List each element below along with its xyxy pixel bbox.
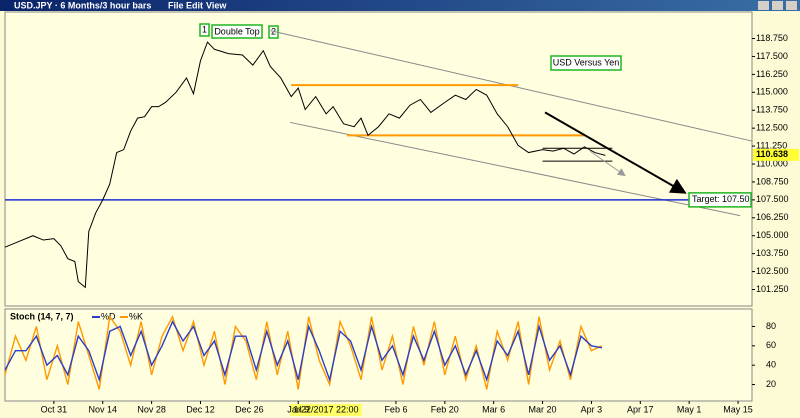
annotation-box bbox=[199, 23, 210, 37]
cursor-box bbox=[290, 404, 362, 416]
x-tick-label: Apr 3 bbox=[581, 404, 603, 414]
stoch-line bbox=[4, 320, 603, 383]
legend-label: %K bbox=[129, 311, 143, 321]
price-line bbox=[4, 41, 606, 289]
stoch-legend: Stoch (14, 7, 7) bbox=[10, 311, 74, 321]
x-tick-label: Nov 28 bbox=[137, 404, 166, 414]
menu-item[interactable]: Edit bbox=[186, 0, 203, 10]
menu-item[interactable]: View bbox=[206, 0, 227, 10]
arrow bbox=[544, 111, 687, 194]
legend-label: %D bbox=[101, 311, 116, 321]
y-tick-label: 40 bbox=[766, 360, 776, 370]
y-tick-label: 103.750 bbox=[756, 248, 789, 258]
annotation: USD Versus Yen bbox=[553, 57, 620, 67]
y-tick-label: 20 bbox=[766, 379, 776, 389]
x-tick-label: May 1 bbox=[677, 404, 702, 414]
x-tick-label: Dec 12 bbox=[186, 404, 215, 414]
annotation: Double Top bbox=[214, 26, 259, 36]
close-button[interactable] bbox=[786, 1, 797, 10]
last-price-label: 110.638 bbox=[756, 149, 788, 159]
y-tick-label: 110.000 bbox=[756, 158, 788, 168]
annotation-box bbox=[550, 55, 622, 71]
y-tick-label: 102.500 bbox=[756, 266, 789, 276]
y-tick-label: 116.250 bbox=[756, 69, 788, 79]
title-bar bbox=[0, 0, 800, 11]
price-panel bbox=[4, 11, 753, 307]
maximize-button[interactable] bbox=[772, 1, 783, 10]
y-tick-label: 105.000 bbox=[756, 230, 789, 240]
y-tick-label: 106.250 bbox=[756, 212, 789, 222]
y-tick-label: 80 bbox=[766, 321, 776, 331]
minimize-button[interactable] bbox=[758, 1, 769, 10]
y-tick-label: 113.750 bbox=[756, 105, 788, 115]
annotation: 1 bbox=[202, 24, 207, 34]
y-tick-label: 107.500 bbox=[756, 194, 789, 204]
y-tick-label: 117.500 bbox=[756, 51, 788, 61]
y-tick-label: 118.750 bbox=[756, 33, 788, 43]
x-tick-label: Apr 17 bbox=[627, 404, 654, 414]
x-tick-label: Jan 9 bbox=[287, 404, 309, 414]
y-tick-label: 108.750 bbox=[756, 176, 789, 186]
y-tick-label: 115.000 bbox=[756, 87, 788, 97]
cursor-label: 1/22/2017 22:00 bbox=[293, 404, 358, 414]
target-box bbox=[688, 192, 752, 208]
y-tick-label: 112.500 bbox=[756, 123, 788, 133]
x-tick-label: Mar 6 bbox=[482, 404, 505, 414]
y-tick-label: 60 bbox=[766, 340, 776, 350]
menu-item[interactable]: File bbox=[168, 0, 184, 10]
y-tick-label: 111.250 bbox=[756, 140, 787, 150]
x-tick-label: Feb 6 bbox=[384, 404, 407, 414]
window-title: USD.JPY · 6 Months/3 hour bars bbox=[14, 0, 151, 10]
last-price-box bbox=[753, 148, 799, 161]
x-tick-label: Mar 20 bbox=[529, 404, 557, 414]
arrow bbox=[589, 150, 626, 177]
x-tick-label: Oct 31 bbox=[41, 404, 68, 414]
x-tick-label: May 15 bbox=[723, 404, 753, 414]
y-tick-label: 101.250 bbox=[756, 284, 789, 294]
x-tick-label: Nov 14 bbox=[88, 404, 117, 414]
annotation-box bbox=[211, 24, 263, 39]
x-tick-label: Dec 26 bbox=[235, 404, 264, 414]
x-tick-label: Feb 20 bbox=[431, 404, 459, 414]
target-label: Target: 107.50 bbox=[692, 194, 750, 204]
